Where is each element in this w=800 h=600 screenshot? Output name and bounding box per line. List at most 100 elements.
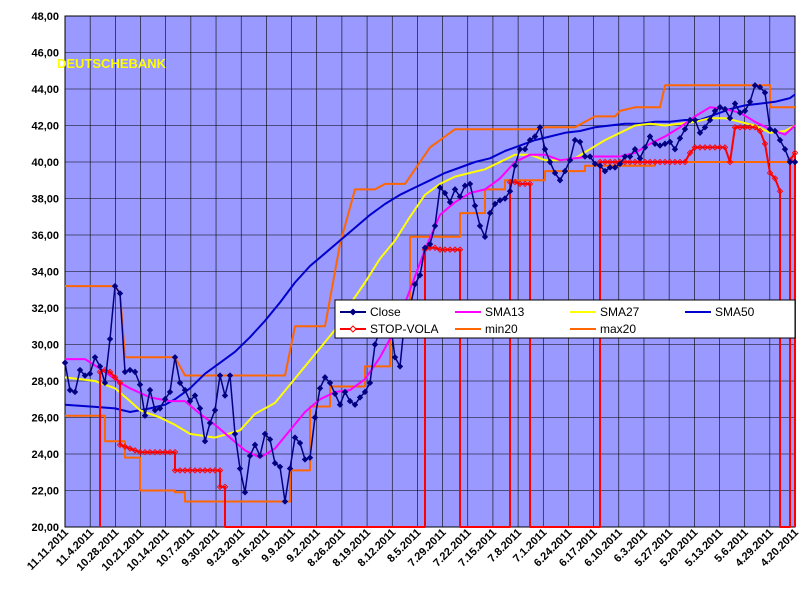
close-point xyxy=(476,222,484,230)
close-point xyxy=(471,202,479,209)
stop-vola-point xyxy=(451,246,459,253)
legend-label: SMA13 xyxy=(485,305,525,319)
series-min20 xyxy=(65,161,795,503)
stop-vola-point xyxy=(716,144,724,151)
close-point xyxy=(786,158,794,166)
stop-vola-point xyxy=(436,246,444,253)
close-point xyxy=(596,162,604,169)
series-line-max20 xyxy=(65,84,795,377)
close-point xyxy=(396,363,404,370)
stop-vola-point xyxy=(776,187,784,195)
stop-vola-point xyxy=(771,175,779,182)
close-point xyxy=(696,129,704,136)
stop-vola-point xyxy=(111,374,119,381)
y-tick-label: 40,00 xyxy=(31,157,59,169)
close-point xyxy=(66,386,74,394)
close-point xyxy=(461,182,469,189)
close-point xyxy=(781,146,789,153)
stop-vola-point xyxy=(666,158,674,166)
y-tick-label: 42,00 xyxy=(31,121,59,133)
stop-vola-point xyxy=(516,180,524,188)
close-point xyxy=(536,124,544,131)
stop-vola-point xyxy=(151,448,159,456)
stop-vola-point xyxy=(166,448,174,456)
close-point xyxy=(306,454,314,461)
series-sma50 xyxy=(64,93,796,413)
close-point xyxy=(676,135,684,142)
close-point xyxy=(456,193,464,200)
close-point xyxy=(681,125,689,133)
stop-vola-point xyxy=(691,144,699,151)
close-point xyxy=(236,465,244,472)
close-point xyxy=(426,240,434,248)
close-point xyxy=(271,459,279,467)
close-point xyxy=(746,98,754,105)
stop-vola-point xyxy=(756,127,764,135)
close-point xyxy=(646,133,654,140)
close-point xyxy=(86,370,94,377)
close-point xyxy=(126,366,134,374)
legend-item-stop-vola: STOP-VOLA xyxy=(340,322,438,336)
close-point xyxy=(261,430,269,438)
stop-vola-point xyxy=(431,244,439,252)
stop-vola-point xyxy=(171,467,179,474)
close-point xyxy=(756,83,764,91)
close-point xyxy=(321,374,329,381)
close-point xyxy=(766,125,774,133)
stop-vola-point xyxy=(651,158,659,166)
close-point xyxy=(121,368,129,376)
stop-vola-point xyxy=(171,448,179,456)
close-point xyxy=(146,386,154,394)
close-point xyxy=(201,438,209,445)
close-point xyxy=(106,335,114,343)
stop-vola-point xyxy=(766,169,774,177)
stop-vola-point xyxy=(711,144,719,151)
close-point xyxy=(286,465,294,472)
stop-vola-point xyxy=(441,246,449,253)
close-point xyxy=(491,200,499,208)
stop-vola-point xyxy=(446,246,454,253)
legend-item-sma50: SMA50 xyxy=(685,305,755,319)
close-point xyxy=(311,414,319,421)
close-point xyxy=(701,124,709,131)
stop-vola-point xyxy=(661,158,669,166)
close-point xyxy=(296,439,304,447)
close-point xyxy=(581,153,589,160)
close-point xyxy=(276,463,284,470)
stop-vola-point xyxy=(141,448,149,456)
legend-label: Close xyxy=(370,305,401,319)
close-point xyxy=(666,138,674,146)
close-point xyxy=(181,386,189,394)
stop-vola-point xyxy=(216,483,224,491)
close-point xyxy=(546,158,554,166)
close-point xyxy=(591,160,599,168)
stop-vola-point xyxy=(426,244,434,252)
close-point xyxy=(441,189,449,197)
close-point xyxy=(501,195,509,202)
close-point xyxy=(91,354,99,361)
close-point xyxy=(341,388,349,396)
close-point xyxy=(601,167,609,175)
close-point xyxy=(96,363,104,370)
close-point xyxy=(186,397,194,405)
legend-item-max20: max20 xyxy=(570,322,636,336)
close-point xyxy=(81,372,89,379)
stop-vola-point xyxy=(741,124,749,131)
close-point xyxy=(716,104,724,111)
close-point xyxy=(131,368,139,376)
stop-vola-point xyxy=(646,158,654,166)
close-point xyxy=(561,167,569,175)
stop-vola-point xyxy=(671,158,679,166)
close-point xyxy=(586,153,594,160)
close-point xyxy=(156,405,164,412)
legend-item-sma27: SMA27 xyxy=(570,305,640,319)
y-tick-label: 24,00 xyxy=(31,449,59,461)
close-point xyxy=(481,233,489,241)
series-line-sma50 xyxy=(64,93,796,413)
stop-vola-point xyxy=(731,124,739,131)
stop-vola-point xyxy=(116,441,124,449)
y-tick-label: 30,00 xyxy=(31,340,59,352)
close-point xyxy=(451,186,459,193)
stop-vola-point xyxy=(736,124,744,131)
y-tick-label: 46,00 xyxy=(31,48,59,60)
